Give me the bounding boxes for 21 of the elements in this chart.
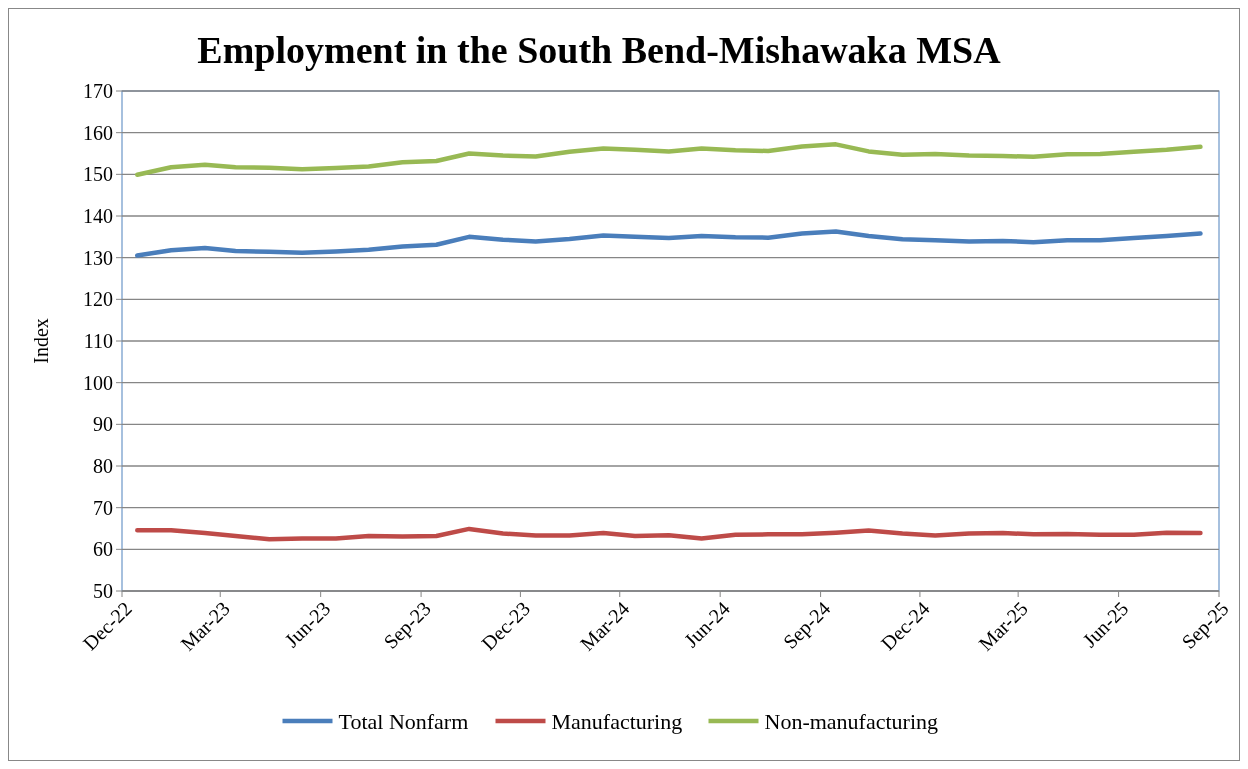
- line-series: [135, 526, 1203, 542]
- y-tick-label: 120: [83, 288, 113, 311]
- legend-label: Total Nonfarm: [338, 708, 469, 734]
- y-axis-title: Index: [30, 318, 52, 364]
- y-tick-label: 110: [83, 330, 113, 352]
- y-tick-label: 80: [93, 455, 113, 477]
- y-tick-label: 130: [83, 246, 113, 269]
- line-series: [135, 229, 1203, 258]
- y-tick-label: 70: [93, 496, 113, 519]
- y-tick-label: 140: [83, 205, 113, 227]
- y-tick-label: 50: [93, 580, 113, 602]
- y-tick-label: 100: [83, 371, 113, 394]
- y-tick-label: 90: [93, 413, 113, 436]
- y-tick-label: 60: [93, 538, 113, 561]
- line-series: [135, 142, 1203, 177]
- y-tick-label: 170: [83, 80, 113, 102]
- y-tick-label: 150: [83, 163, 113, 186]
- legend-label: Non-manufacturing: [764, 708, 938, 734]
- chart-title: Employment in the South Bend-Mishawaka MSA: [197, 29, 1002, 71]
- y-tick-label: 160: [83, 121, 113, 144]
- legend-label: Manufacturing: [551, 708, 683, 734]
